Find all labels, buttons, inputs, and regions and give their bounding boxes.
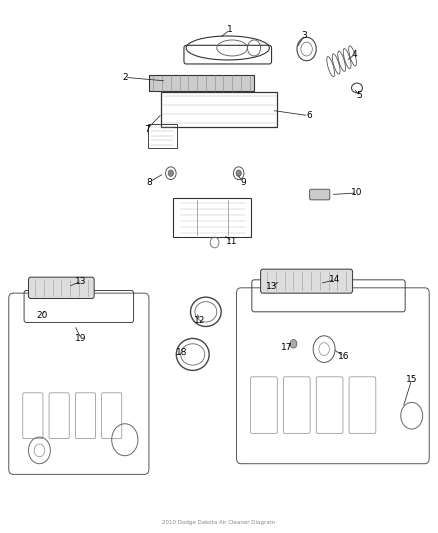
Text: 4: 4: [352, 50, 357, 59]
Text: 5: 5: [356, 92, 362, 100]
Text: 13: 13: [266, 282, 277, 291]
Text: 19: 19: [75, 334, 87, 343]
Circle shape: [236, 170, 241, 176]
Text: 13: 13: [75, 277, 87, 286]
Text: 2: 2: [122, 73, 127, 82]
FancyBboxPatch shape: [261, 269, 353, 293]
Text: 14: 14: [329, 276, 341, 284]
FancyBboxPatch shape: [28, 277, 94, 298]
Text: 18: 18: [176, 349, 187, 357]
Text: 7: 7: [144, 125, 150, 134]
Text: 9: 9: [240, 178, 246, 187]
Text: 17: 17: [281, 343, 293, 352]
Text: 16: 16: [338, 352, 350, 360]
Text: 15: 15: [406, 375, 417, 384]
FancyBboxPatch shape: [310, 189, 330, 200]
Circle shape: [290, 340, 297, 348]
Text: 6: 6: [306, 111, 312, 120]
Text: 11: 11: [226, 237, 238, 246]
Text: 1: 1: [227, 26, 233, 34]
Text: 12: 12: [194, 317, 205, 325]
Text: 2010 Dodge Dakota Air Cleaner Diagram: 2010 Dodge Dakota Air Cleaner Diagram: [162, 520, 276, 525]
Text: 10: 10: [351, 189, 363, 197]
FancyBboxPatch shape: [149, 75, 254, 91]
Text: 3: 3: [301, 31, 307, 40]
Text: 8: 8: [146, 178, 152, 187]
Circle shape: [168, 170, 173, 176]
Text: 20: 20: [36, 311, 47, 320]
